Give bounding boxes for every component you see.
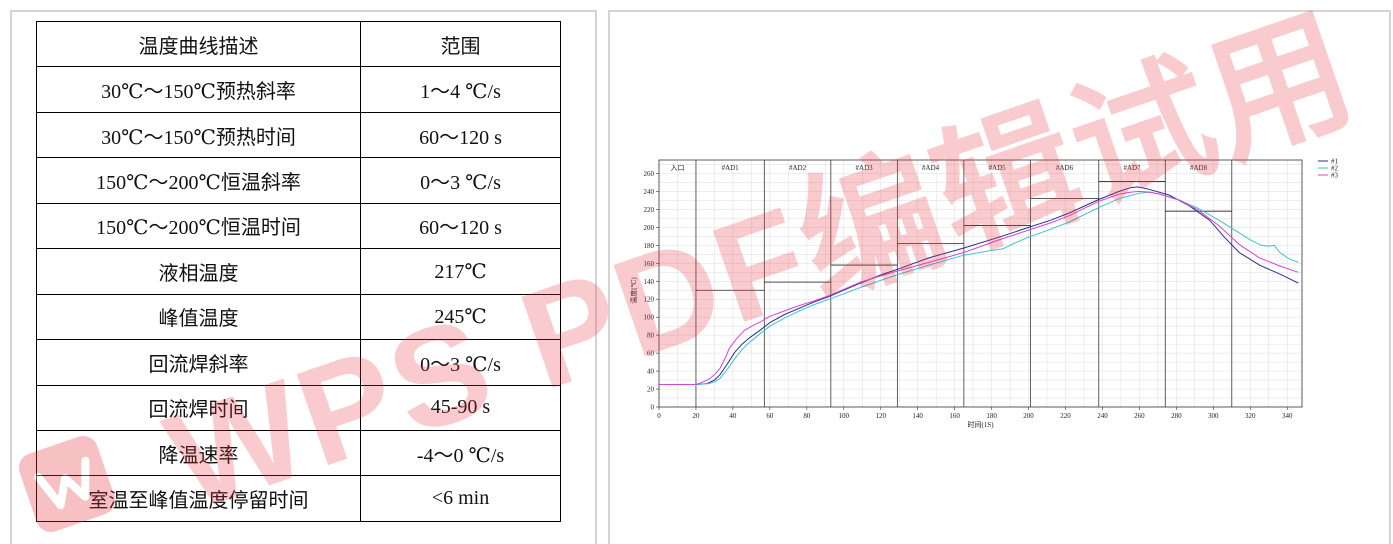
row-description: 液相温度	[36, 248, 361, 295]
grid-lines	[659, 160, 1302, 407]
right-panel: 入口 #AD1 #AD2 #AD3 #AD4 #AD5 #AD6 #AD7 #AD8 0 20 40 6…	[608, 10, 1391, 544]
x-tick-label: 240	[1097, 412, 1108, 420]
legend-label: #1	[1331, 158, 1339, 166]
x-tick-label: 140	[912, 412, 923, 420]
y-tick-label: 160	[644, 260, 655, 268]
y-tick-label: 0	[651, 404, 655, 412]
zone-label: #AD1	[722, 164, 740, 172]
left-panel: 温度曲线描述 范围 30℃～150℃预热斜率 1～4 ℃/s 30℃～150℃预…	[10, 10, 597, 544]
x-tick-label: 80	[803, 412, 811, 420]
row-range: 245℃	[360, 293, 561, 341]
zone-label: 入口	[670, 164, 684, 172]
y-tick-label: 140	[644, 278, 655, 286]
row-range: 1～4 ℃/s	[360, 66, 561, 113]
y-tick-label: 180	[644, 242, 655, 250]
x-tick-label: 300	[1208, 412, 1219, 420]
row-range: 60～120 s	[360, 202, 561, 250]
series-line-3	[659, 190, 1299, 385]
y-tick-label: 120	[644, 296, 655, 304]
legend-label: #2	[1331, 165, 1339, 173]
x-tick-label: 340	[1282, 412, 1293, 420]
zone-label: #AD2	[789, 164, 807, 172]
table-row: 150℃～200℃恒温斜率 0～3 ℃/s	[36, 157, 561, 204]
y-tick-label: 100	[644, 314, 655, 322]
table-row: 室温至峰值温度停留时间 <6 min	[36, 475, 561, 522]
row-description: 降温速率	[36, 429, 361, 477]
row-description: 峰值温度	[36, 293, 361, 341]
row-range: 45-90 s	[360, 384, 561, 431]
zone-label: #AD8	[1190, 164, 1208, 172]
y-tick-label: 220	[644, 206, 655, 214]
row-range: <6 min	[360, 475, 561, 522]
header-range: 范围	[360, 20, 561, 68]
y-tick-label: 60	[647, 350, 655, 358]
plot-background	[659, 160, 1302, 407]
zone-label: #AD3	[856, 164, 874, 172]
plot-frame	[658, 159, 1303, 408]
row-range: 0～3 ℃/s	[360, 157, 561, 204]
row-description: 回流焊时间	[36, 384, 361, 431]
table-row: 150℃～200℃恒温时间 60～120 s	[36, 202, 561, 250]
x-tick-label: 120	[875, 412, 886, 420]
table-row: 峰值温度 245℃	[36, 293, 561, 341]
table-row: 液相温度 217℃	[36, 248, 561, 295]
x-tick-label: 160	[949, 412, 960, 420]
table-row: 降温速率 -4～0 ℃/s	[36, 429, 561, 477]
x-tick-label: 100	[839, 412, 850, 420]
header-description: 温度曲线描述	[36, 20, 361, 68]
x-axis-label: 时间(1S)	[967, 420, 994, 429]
x-tick-label: 60	[766, 412, 774, 420]
row-range: 60～120 s	[360, 111, 561, 159]
row-description: 150℃～200℃恒温斜率	[36, 157, 361, 204]
x-tick-label: 280	[1171, 412, 1182, 420]
table-header-row: 温度曲线描述 范围	[36, 20, 561, 68]
x-tick-label: 0	[657, 412, 661, 420]
row-description: 回流焊斜率	[36, 339, 361, 386]
row-description: 30℃～150℃预热时间	[36, 111, 361, 159]
x-tick-label: 220	[1060, 412, 1071, 420]
row-description: 150℃～200℃恒温时间	[36, 202, 361, 250]
row-range: 0～3 ℃/s	[360, 339, 561, 386]
zone-label: #AD6	[1056, 164, 1074, 172]
y-tick-label: 20	[647, 386, 655, 394]
zone-label: #AD4	[922, 164, 940, 172]
x-tick-label: 260	[1134, 412, 1145, 420]
row-range: -4～0 ℃/s	[360, 429, 561, 477]
y-tick-label: 40	[647, 368, 655, 376]
x-tick-label: 200	[1023, 412, 1034, 420]
table-row: 回流焊时间 45-90 s	[36, 384, 561, 431]
x-tick-label: 320	[1245, 412, 1256, 420]
reflow-spec-table: 温度曲线描述 范围 30℃～150℃预热斜率 1～4 ℃/s 30℃～150℃预…	[36, 20, 561, 522]
series-lines	[659, 186, 1299, 385]
legend: #1#2#3	[1318, 158, 1339, 180]
zone-label: #AD7	[1123, 164, 1141, 172]
row-description: 30℃～150℃预热斜率	[36, 66, 361, 113]
x-tick-label: 180	[986, 412, 997, 420]
y-tick-label: 80	[647, 332, 655, 340]
series-line-2	[659, 191, 1299, 385]
table-row: 30℃～150℃预热斜率 1～4 ℃/s	[36, 66, 561, 113]
table-row: 30℃～150℃预热时间 60～120 s	[36, 111, 561, 159]
x-tick-label: 40	[729, 412, 737, 420]
y-axis-label: 温度(℃)	[629, 277, 638, 304]
row-description: 室温至峰值温度停留时间	[36, 475, 361, 522]
reflow-profile-chart: 入口 #AD1 #AD2 #AD3 #AD4 #AD5 #AD6 #AD7 #AD8 0 20 40 6…	[629, 158, 1339, 430]
row-range: 217℃	[360, 248, 561, 295]
y-tick-label: 260	[644, 170, 655, 178]
y-tick-label: 240	[644, 188, 655, 196]
legend-label: #3	[1331, 172, 1339, 180]
zone-label: #AD5	[989, 164, 1007, 172]
x-axis: 0 20 40 60 80 100 120 140 160 180 200 220 240 260 280 3…	[657, 407, 1293, 420]
y-tick-label: 200	[644, 224, 655, 232]
zones: 入口 #AD1 #AD2 #AD3 #AD4 #AD5 #AD6 #AD7 #AD8	[670, 160, 1233, 407]
x-tick-label: 20	[692, 412, 700, 420]
y-axis: 0 20 40 60 80 100 120 140 160 180 200 220 240 260	[644, 170, 659, 412]
table-row: 回流焊斜率 0～3 ℃/s	[36, 339, 561, 386]
